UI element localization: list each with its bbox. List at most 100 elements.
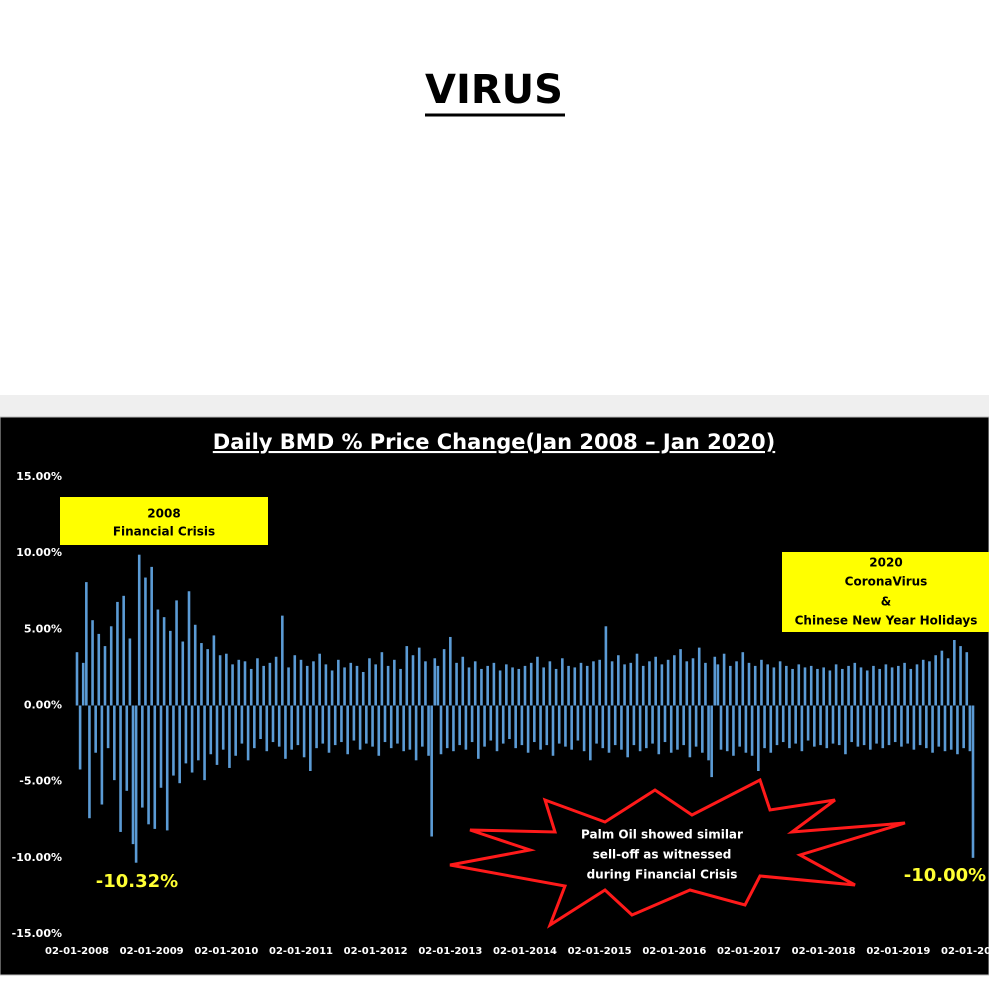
bar <box>841 668 844 706</box>
bar <box>679 649 682 706</box>
bar <box>113 705 116 781</box>
bar <box>760 659 763 706</box>
bar <box>893 705 897 743</box>
bar <box>632 705 636 746</box>
bar <box>785 665 788 706</box>
bar <box>324 664 328 706</box>
bar <box>383 705 387 743</box>
bar <box>953 639 956 706</box>
bar <box>119 705 122 832</box>
bar <box>865 670 869 706</box>
bar <box>436 665 440 706</box>
bar <box>915 664 919 706</box>
bar <box>750 705 754 756</box>
bar <box>346 705 349 755</box>
bar <box>946 658 950 706</box>
bar <box>265 705 269 752</box>
bar <box>548 661 552 706</box>
bar <box>321 705 325 744</box>
bar <box>585 665 589 706</box>
bar <box>529 662 533 706</box>
bar <box>539 705 542 750</box>
bar <box>352 705 356 741</box>
bar <box>221 705 225 750</box>
bar <box>657 705 661 755</box>
bar <box>445 705 449 749</box>
x-tick-label: 02-01-2015 <box>568 946 632 957</box>
bar <box>626 705 629 758</box>
bar <box>763 705 766 749</box>
bar <box>215 705 219 765</box>
bar <box>78 705 82 770</box>
callout-text: Palm Oil showed similar <box>581 828 743 842</box>
bar <box>791 668 794 706</box>
bar <box>495 705 499 752</box>
bar <box>934 655 937 706</box>
bar <box>100 705 104 805</box>
bar <box>461 656 465 706</box>
bar <box>172 705 175 776</box>
bar <box>162 617 166 706</box>
bar <box>601 705 605 749</box>
bar <box>337 659 340 706</box>
bar <box>480 668 483 706</box>
bar <box>704 662 707 706</box>
annotation-text: 2020 <box>869 556 902 570</box>
bar <box>483 705 486 747</box>
bar <box>909 668 913 706</box>
bar <box>489 705 493 741</box>
bar <box>122 595 125 706</box>
bar <box>430 705 433 837</box>
bar <box>159 705 163 788</box>
bar <box>520 705 524 746</box>
bar <box>411 655 415 706</box>
bar <box>819 705 822 746</box>
bar <box>243 661 247 706</box>
bar <box>921 659 925 706</box>
bar <box>408 705 412 750</box>
bar <box>134 705 138 863</box>
bar <box>106 705 110 749</box>
bar <box>691 658 695 706</box>
bar <box>707 705 710 761</box>
bar <box>287 667 290 706</box>
y-tick-label: 15.00% <box>16 470 62 483</box>
bar <box>965 652 969 706</box>
bar <box>887 705 891 746</box>
bar <box>508 705 511 740</box>
bar <box>365 705 368 744</box>
bar <box>545 705 549 746</box>
chart-title: Daily BMD % Price Change(Jan 2008 – Jan … <box>213 430 775 454</box>
bar <box>595 705 598 744</box>
bar <box>150 566 153 706</box>
bar <box>225 653 228 706</box>
bar <box>402 705 405 752</box>
bar <box>116 601 119 706</box>
bar <box>449 636 452 706</box>
bar <box>253 705 256 749</box>
bar <box>956 705 959 755</box>
bar <box>131 705 135 845</box>
x-tick-label: 02-01-2019 <box>866 946 930 957</box>
bar <box>769 705 773 753</box>
bar <box>701 705 704 753</box>
bar <box>753 665 757 706</box>
bar <box>623 664 626 706</box>
bar <box>389 705 393 749</box>
x-tick-label: 02-01-2008 <box>45 946 109 957</box>
bar <box>968 705 972 752</box>
y-tick-label: -5.00% <box>19 775 62 788</box>
bar <box>813 705 816 747</box>
bar <box>340 705 343 743</box>
bar <box>607 705 611 753</box>
y-tick-label: 5.00% <box>24 622 62 635</box>
low-label: -10.32% <box>96 871 178 892</box>
bar <box>800 705 804 752</box>
bar <box>844 705 847 755</box>
bar <box>937 705 941 747</box>
bar <box>358 705 362 750</box>
bar <box>651 705 654 744</box>
y-tick-label: 0.00% <box>24 699 62 712</box>
